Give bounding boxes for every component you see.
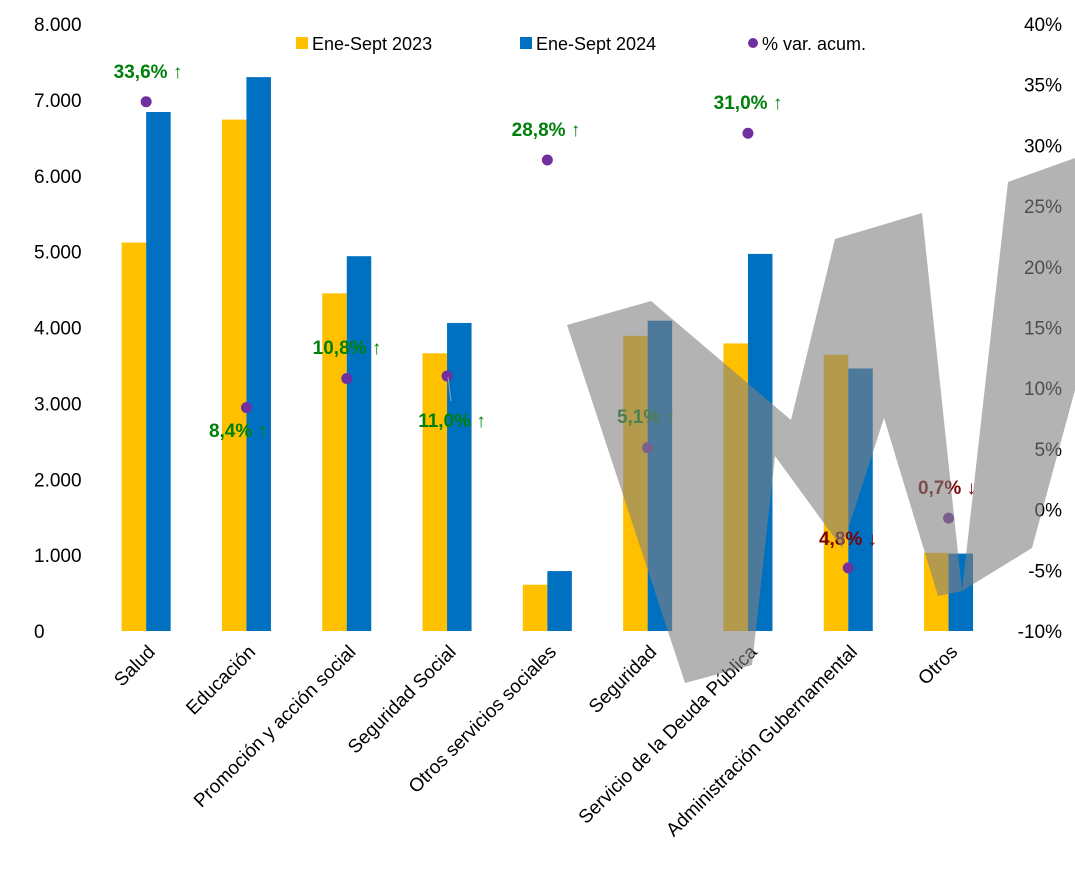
legend-label: % var. acum. — [762, 34, 866, 54]
bar-2023 — [522, 584, 548, 631]
watermark-logo — [567, 158, 1075, 683]
point-label: 33,6% ↑ — [114, 62, 183, 83]
point-label: 31,0% ↑ — [714, 93, 783, 114]
right-tick-label: 35% — [1024, 76, 1062, 97]
bar-2024 — [346, 256, 372, 631]
right-tick-label: 30% — [1024, 136, 1062, 157]
bar-2023 — [422, 353, 448, 631]
point-label: 28,8% ↑ — [512, 120, 581, 141]
left-tick-label: 7.000 — [34, 91, 82, 112]
bar-2024 — [447, 322, 472, 631]
left-tick-label: 1.000 — [34, 546, 82, 567]
legend-swatch — [748, 38, 758, 48]
bar-2024 — [146, 112, 171, 631]
point-label: 10,8% ↑ — [313, 338, 382, 359]
left-tick-label: 6.000 — [34, 167, 82, 188]
category-label: Educación — [182, 642, 260, 720]
var-point — [541, 154, 553, 166]
var-point — [240, 402, 252, 414]
legend-label: Ene-Sept 2023 — [312, 34, 432, 54]
category-label: Promoción y acción social — [190, 642, 360, 812]
left-tick-label: 5.000 — [34, 243, 82, 264]
leader-line — [447, 376, 452, 402]
left-tick-label: 8.000 — [34, 15, 82, 36]
right-tick-label: -10% — [1018, 622, 1062, 643]
point-label: 8,4% ↑ — [209, 421, 267, 442]
bar-2024 — [547, 571, 572, 631]
category-label: Seguridad — [585, 642, 661, 718]
point-label: 11,0% ↑ — [418, 411, 486, 432]
legend: Ene-Sept 2023 Ene-Sept 2024 % var. acum. — [296, 34, 866, 54]
category-label: Otros — [914, 642, 962, 690]
left-tick-label: 3.000 — [34, 394, 82, 415]
bar-2023 — [322, 293, 347, 631]
left-tick-label: 0 — [34, 622, 45, 643]
var-point — [341, 372, 353, 384]
category-label: Salud — [110, 642, 159, 691]
right-tick-label: -5% — [1028, 561, 1062, 582]
var-point — [742, 127, 754, 139]
category-label: Seguridad Social — [344, 642, 460, 758]
legend-label: Ene-Sept 2024 — [536, 34, 656, 54]
var-point — [441, 370, 453, 382]
legend-swatch — [520, 37, 532, 49]
left-tick-label: 2.000 — [34, 470, 82, 491]
bar-2023 — [221, 119, 247, 631]
right-tick-label: 40% — [1024, 15, 1062, 36]
bar-2024 — [246, 77, 271, 632]
bar-2023 — [121, 242, 147, 631]
var-point — [842, 562, 854, 574]
point-label: 4,8% ↓ — [819, 529, 877, 550]
var-point — [140, 96, 152, 108]
legend-swatch — [296, 37, 308, 49]
left-axis-ticks: 8.000 7.000 6.000 5.000 4.000 3.000 2.000 1.000… — [34, 15, 82, 643]
left-tick-label: 4.000 — [34, 319, 82, 340]
